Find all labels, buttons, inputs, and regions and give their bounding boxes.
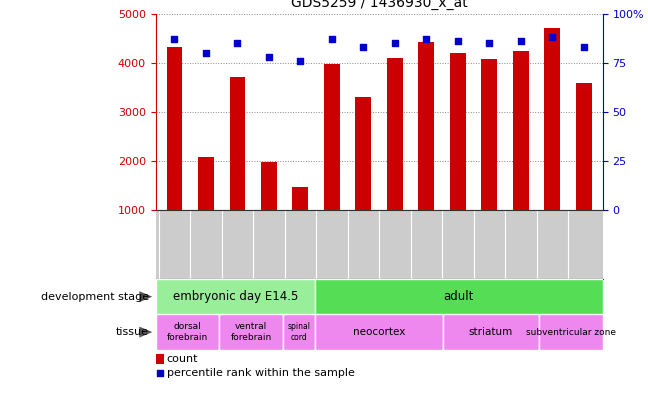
Point — [389, 40, 400, 46]
Polygon shape — [139, 327, 152, 338]
Bar — [576, 83, 592, 210]
Point — [169, 36, 179, 42]
Polygon shape — [139, 291, 152, 302]
Bar — [167, 47, 182, 210]
Bar — [387, 58, 402, 210]
Bar — [156, 279, 315, 314]
Point — [358, 44, 369, 50]
Bar — [443, 314, 538, 350]
Bar — [292, 187, 308, 210]
Point — [484, 40, 494, 46]
Bar — [538, 314, 603, 350]
Text: adult: adult — [444, 290, 474, 303]
Text: neocortex: neocortex — [353, 327, 405, 337]
Point — [264, 54, 274, 60]
Bar — [419, 42, 434, 210]
Text: percentile rank within the sample: percentile rank within the sample — [167, 368, 354, 378]
Text: count: count — [167, 354, 198, 364]
Text: development stage: development stage — [41, 292, 149, 302]
Point — [154, 370, 165, 376]
Point — [421, 36, 432, 42]
Text: striatum: striatum — [469, 327, 513, 337]
Point — [201, 50, 211, 56]
Text: spinal
cord: spinal cord — [288, 322, 311, 342]
Bar — [156, 354, 163, 364]
Bar — [324, 64, 340, 210]
Bar — [315, 279, 603, 314]
Text: subventricular zone: subventricular zone — [526, 328, 616, 336]
Point — [547, 34, 557, 40]
Point — [327, 36, 337, 42]
Bar — [198, 157, 214, 210]
Text: ventral
forebrain: ventral forebrain — [231, 322, 272, 342]
Point — [579, 44, 589, 50]
Bar — [156, 314, 220, 350]
Bar — [450, 53, 466, 210]
Text: dorsal
forebrain: dorsal forebrain — [167, 322, 208, 342]
Title: GDS5259 / 1436930_x_at: GDS5259 / 1436930_x_at — [291, 0, 467, 10]
Bar — [513, 51, 529, 210]
Point — [295, 58, 306, 64]
Bar — [356, 97, 371, 210]
Text: tissue: tissue — [116, 327, 149, 337]
Point — [232, 40, 242, 46]
Bar — [283, 314, 315, 350]
Point — [452, 38, 463, 44]
Bar — [229, 77, 245, 210]
Bar — [544, 28, 560, 210]
Bar — [481, 59, 497, 210]
Point — [516, 38, 526, 44]
Text: embryonic day E14.5: embryonic day E14.5 — [172, 290, 298, 303]
Bar — [315, 314, 443, 350]
Bar — [220, 314, 283, 350]
Bar — [261, 162, 277, 210]
